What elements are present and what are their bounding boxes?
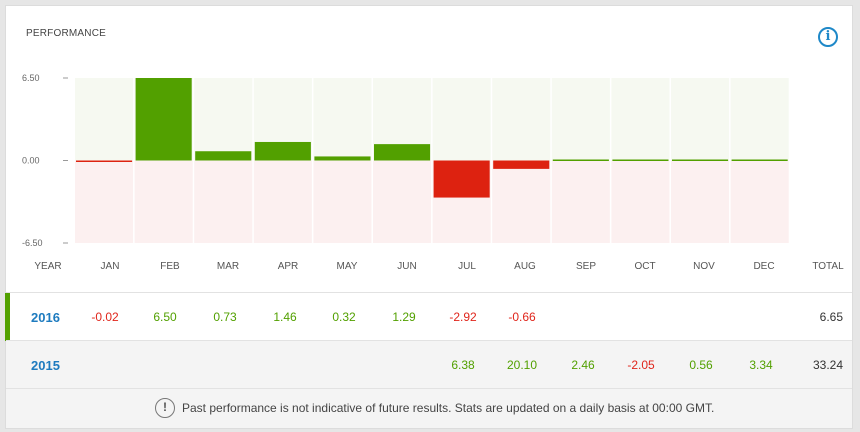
positive-zone [730, 78, 789, 161]
row-year[interactable]: 2016 [31, 310, 60, 325]
month-header: SEP [575, 261, 597, 272]
negative-zone [75, 160, 134, 243]
row-year[interactable]: 2015 [31, 358, 60, 373]
positive-zone [194, 78, 253, 161]
bar [612, 159, 669, 161]
negative-zone [492, 160, 551, 243]
month-header: DEC [753, 261, 775, 272]
y-tick-label: -6.50 [22, 238, 43, 248]
negative-zone [373, 160, 432, 243]
bar [672, 159, 729, 161]
widget-title: PERFORMANCE [26, 28, 106, 39]
info-icon[interactable]: i [818, 27, 838, 47]
y-tick-label: 0.00 [22, 156, 40, 166]
negative-zone [611, 160, 670, 243]
disclaimer-text: Past performance is not indicative of fu… [182, 401, 715, 415]
bar [254, 141, 311, 161]
positive-zone [611, 78, 670, 161]
positive-zone [492, 78, 551, 161]
month-value: -2.92 [449, 310, 477, 324]
month-header: FEB [160, 261, 180, 272]
month-value: 20.10 [506, 358, 538, 372]
bar [374, 144, 431, 161]
positive-zone [551, 78, 610, 161]
month-header: AUG [514, 261, 536, 272]
month-header: OCT [634, 261, 656, 272]
negative-zone [134, 160, 193, 243]
negative-zone [194, 160, 253, 243]
warning-icon: ! [155, 398, 175, 418]
performance-widget: PERFORMANCE i 6.50 0.00 -6.50 YEAR JAN FEB… [5, 5, 853, 429]
bar [135, 78, 192, 161]
month-value: 1.46 [273, 310, 297, 324]
month-value: 0.32 [332, 310, 356, 324]
y-tick-label: 6.50 [22, 73, 40, 83]
month-value: 6.38 [451, 358, 475, 372]
positive-zone [75, 78, 134, 161]
month-value: 0.56 [689, 358, 713, 372]
month-value: 3.34 [749, 358, 773, 372]
negative-zone [551, 160, 610, 243]
table-row[interactable]: 2015 6.38 20.10 2.46 -2.05 0.56 3.34 33.… [6, 340, 852, 388]
month-value: -2.05 [627, 358, 655, 372]
positive-zone [313, 78, 372, 161]
month-header: MAY [336, 261, 358, 272]
month-header: MAR [216, 261, 240, 272]
negative-zone [253, 160, 312, 243]
month-value: -0.02 [91, 310, 119, 324]
row-total: 33.24 [812, 358, 843, 372]
positive-zone [432, 78, 491, 161]
month-header: APR [277, 261, 299, 272]
month-header: JUL [458, 261, 476, 272]
month-header: JAN [100, 261, 120, 272]
month-value: 0.73 [213, 310, 237, 324]
table-row[interactable]: 2016 -0.02 6.50 0.73 1.46 0.32 1.29 -2.9… [5, 292, 852, 341]
month-value: -0.66 [508, 310, 536, 324]
month-value: 2.46 [571, 358, 595, 372]
bar [195, 151, 252, 161]
month-value: 6.50 [153, 310, 177, 324]
disclaimer-bar: ! Past performance is not indicative of … [6, 388, 852, 428]
negative-zone [671, 160, 730, 243]
selected-row-indicator [5, 293, 10, 341]
bar [552, 159, 609, 161]
bar [493, 160, 550, 169]
bar [731, 159, 788, 161]
year-column-header: YEAR [34, 261, 62, 272]
performance-chart: 6.50 0.00 -6.50 [22, 73, 789, 248]
negative-zone [730, 160, 789, 243]
month-header: JUN [397, 261, 417, 272]
bar [76, 160, 133, 162]
bar [433, 160, 490, 198]
negative-zone [313, 160, 372, 243]
row-total: 6.65 [819, 310, 843, 324]
month-header: NOV [693, 261, 715, 272]
total-column-header: TOTAL [812, 261, 844, 272]
month-value: 1.29 [392, 310, 416, 324]
positive-zone [671, 78, 730, 161]
bar [314, 156, 371, 161]
